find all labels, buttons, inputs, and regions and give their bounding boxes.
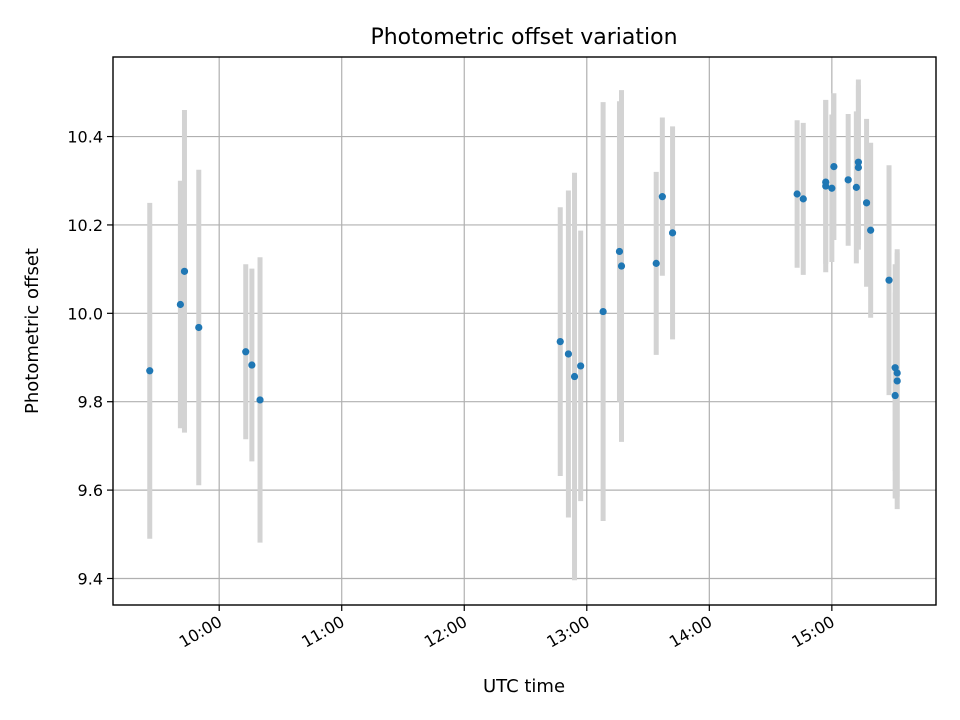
data-point: [652, 259, 660, 267]
data-point: [844, 176, 852, 184]
chart-title: Photometric offset variation: [370, 25, 677, 50]
data-point: [146, 367, 154, 375]
y-tick-label: 9.6: [78, 481, 103, 500]
data-point: [799, 195, 807, 203]
data-point: [862, 199, 871, 207]
data-point: [248, 361, 256, 369]
data-point: [893, 377, 901, 385]
y-tick-label: 9.4: [78, 569, 103, 588]
data-point: [893, 369, 901, 377]
y-tick-label: 9.8: [78, 393, 103, 412]
data-point: [256, 396, 264, 404]
data-point: [891, 391, 899, 400]
data-point: [822, 178, 830, 186]
x-tick-label: 11:00: [298, 612, 347, 652]
data-point: [564, 350, 573, 358]
data-point: [854, 163, 862, 172]
data-point: [885, 276, 893, 284]
x-tick-label: 12:00: [421, 612, 470, 652]
y-tick-label: 10.0: [67, 304, 103, 323]
data-point: [617, 262, 626, 270]
data-point: [599, 307, 607, 316]
data-point: [867, 226, 875, 234]
x-tick-label: 15:00: [788, 612, 837, 652]
data-point: [570, 372, 579, 381]
data-point: [852, 183, 860, 191]
y-tick-label: 10.2: [67, 216, 103, 235]
data-point: [556, 338, 564, 346]
grid-lines: [113, 57, 936, 605]
data-points: [146, 158, 901, 404]
y-axis-label: Photometric offset: [22, 248, 43, 414]
y-tick-label: 10.4: [67, 128, 103, 147]
x-tick-label: 14:00: [666, 612, 715, 652]
data-point: [793, 190, 801, 198]
data-point: [830, 163, 838, 171]
data-point: [577, 362, 585, 370]
plot-frame: [112, 56, 937, 606]
x-axis-label: UTC time: [483, 676, 565, 697]
data-point: [180, 267, 189, 275]
data-point: [668, 229, 677, 237]
x-tick-label: 13:00: [543, 612, 592, 652]
data-point: [615, 247, 624, 256]
x-tick-label: 10:00: [176, 612, 225, 652]
error-bars: [147, 79, 900, 581]
data-point: [658, 193, 666, 201]
data-point: [828, 184, 836, 192]
data-point: [854, 158, 862, 166]
data-point: [195, 323, 203, 332]
data-point: [176, 300, 184, 309]
data-point: [242, 348, 250, 356]
